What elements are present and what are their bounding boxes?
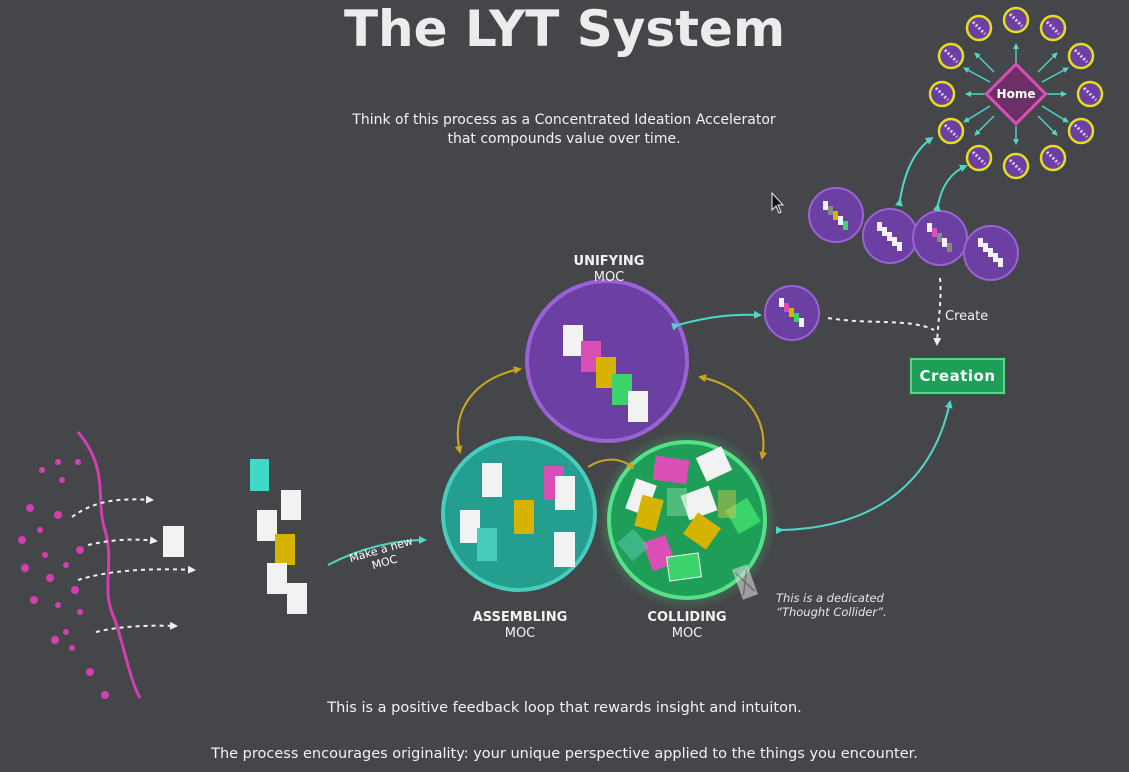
mouse-cursor-icon <box>771 191 785 214</box>
cluster-home-arrow-1 <box>895 136 934 207</box>
assembling-moc-sub: MOC <box>504 626 536 641</box>
collider-note: This is a dedicated “Thought Collider”. <box>776 591 887 619</box>
create-dashed-link <box>827 317 935 331</box>
collider-note-line-2: “Thought Collider”. <box>776 605 887 619</box>
idea-dots <box>18 459 109 699</box>
footer-line-2: The process encourages originality: your… <box>211 746 918 762</box>
captured-note <box>163 526 184 557</box>
colliding-moc-circle <box>597 430 777 610</box>
moc-gold-arrows <box>454 366 768 470</box>
assembling-moc-title: ASSEMBLING <box>472 610 568 625</box>
colliding-moc-label: COLLIDING MOC <box>627 610 747 642</box>
create-dashed-arrow <box>933 277 942 346</box>
moc-cluster <box>808 187 1019 281</box>
footer-line-1: This is a positive feedback loop that re… <box>327 700 802 716</box>
idea-arrows <box>71 495 196 633</box>
collider-note-line-1: This is a dedicated <box>776 591 884 605</box>
unifying-moc-title: UNIFYING <box>573 254 645 269</box>
creation-feedback-arrow <box>775 400 953 535</box>
unifying-moc-label: UNIFYING MOC <box>559 254 659 286</box>
unifying-moc-circle <box>525 279 689 443</box>
discarded-note <box>732 564 758 600</box>
creation-box: Creation <box>910 358 1005 394</box>
cluster-home-arrow-2 <box>932 164 968 212</box>
assembling-moc-label: ASSEMBLING MOC <box>460 610 580 642</box>
assembling-moc-circle <box>441 436 597 592</box>
subtitle: Think of this process as a Concentrated … <box>264 111 864 149</box>
create-label: Create <box>945 309 989 324</box>
page-title: The LYT System <box>343 0 786 58</box>
unifying-link-arrow <box>671 310 762 331</box>
home-node <box>984 62 1048 126</box>
colliding-moc-sub: MOC <box>671 626 703 641</box>
make-moc-arrow <box>327 536 427 566</box>
home-label: Home <box>997 87 1036 101</box>
note-bundle-circle <box>764 285 820 341</box>
colliding-moc-title: COLLIDING <box>647 610 727 625</box>
subtitle-line-2: that compounds value over time. <box>447 131 681 147</box>
loose-notes <box>250 459 307 614</box>
unifying-moc-sub: MOC <box>593 270 625 285</box>
subtitle-line-1: Think of this process as a Concentrated … <box>352 112 776 128</box>
home-radial: Home <box>928 6 1104 180</box>
idea-stream <box>18 431 196 699</box>
